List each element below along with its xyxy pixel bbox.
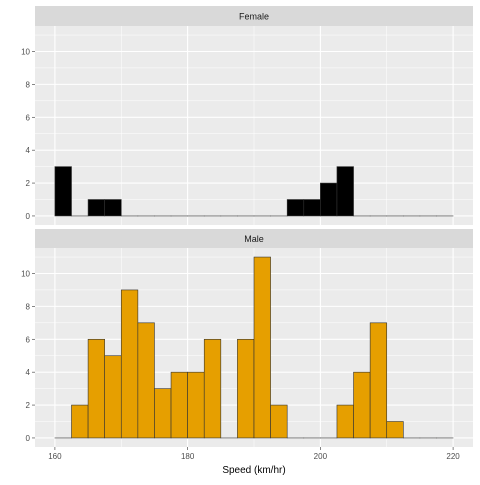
histogram-bar <box>354 372 371 438</box>
histogram-bar <box>337 405 354 438</box>
y-tick-label: 4 <box>26 146 31 155</box>
x-tick-label: 220 <box>446 452 460 461</box>
y-tick-label: 0 <box>26 434 31 443</box>
histogram-bar <box>287 200 304 216</box>
histogram-bar <box>304 200 321 216</box>
histogram-bar <box>154 389 171 438</box>
histogram-bar <box>237 339 254 438</box>
histogram-bar <box>138 323 155 438</box>
histogram-bar <box>55 167 72 216</box>
x-tick-label: 180 <box>181 452 195 461</box>
histogram-bar <box>188 372 205 438</box>
histogram-bar <box>337 167 354 216</box>
y-tick-label: 10 <box>21 47 30 56</box>
histogram-bar <box>171 372 188 438</box>
histogram-bar <box>370 323 387 438</box>
histogram-bar <box>88 339 105 438</box>
x-tick-label: 200 <box>314 452 328 461</box>
histogram-bar <box>105 356 122 438</box>
facet-strip-label: Male <box>244 234 264 244</box>
y-tick-label: 8 <box>26 302 31 311</box>
y-tick-label: 2 <box>26 401 31 410</box>
histogram-bar <box>72 405 89 438</box>
x-tick-label: 160 <box>48 452 62 461</box>
y-tick-label: 10 <box>21 269 30 278</box>
histogram-bar <box>320 183 337 216</box>
histogram-bar <box>121 290 138 438</box>
histogram-bar <box>105 200 122 216</box>
y-tick-label: 0 <box>26 212 31 221</box>
histogram-bar <box>88 200 105 216</box>
histogram-bar <box>271 405 288 438</box>
histogram-bar <box>254 257 271 438</box>
y-tick-label: 8 <box>26 80 31 89</box>
y-tick-label: 2 <box>26 179 31 188</box>
histogram-bar <box>387 422 404 438</box>
x-axis-title: Speed (km/hr) <box>222 465 285 476</box>
y-tick-label: 4 <box>26 368 31 377</box>
y-tick-label: 6 <box>26 113 31 122</box>
histogram-bar <box>204 339 221 438</box>
y-tick-label: 6 <box>26 335 31 344</box>
facet-strip-label: Female <box>239 12 269 22</box>
